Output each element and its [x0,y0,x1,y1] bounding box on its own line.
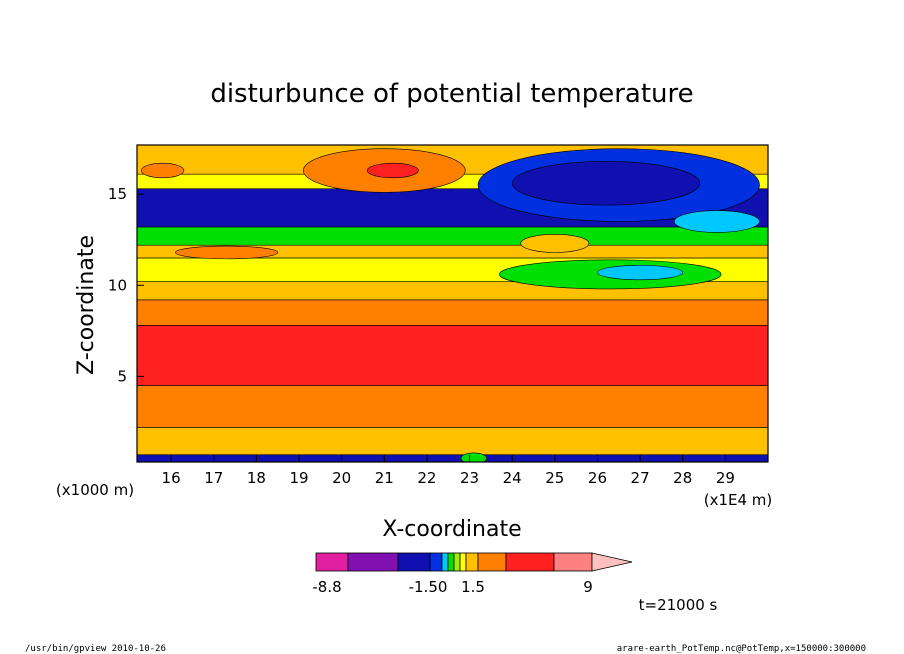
colorbar-tick-label: -8.8 [312,578,341,596]
contour-region [597,264,684,281]
x-unit-left: (x1000 m) [56,481,134,499]
x-tick-label: 28 [673,469,692,487]
contour-band [137,226,768,246]
footer-left: /usr/bin/gpview 2010-10-26 [25,644,166,654]
colorbar-swatch [429,552,443,572]
chart-title: disturbunce of potential temperature [210,79,693,109]
plot-frame [136,144,769,463]
colorbar-swatch [397,552,431,572]
x-tick-label: 16 [162,469,181,487]
contour-band [137,385,768,428]
contour-region [140,162,185,179]
contour-band [137,325,768,386]
contour-band [137,454,768,462]
x-tick-label: 27 [631,469,650,487]
colorbar-swatch [459,552,467,572]
x-tick-label: 22 [417,469,436,487]
x-unit-right: (x1E4 m) [704,491,773,509]
colorbar-swatch [447,552,455,572]
x-tick-label: 20 [332,469,351,487]
y-tick-label: 5 [117,367,127,385]
colorbar-swatch [347,552,399,572]
colorbar-tick-label: 9 [583,578,593,596]
colorbar-swatch [441,552,449,572]
x-tick-label: 25 [545,469,564,487]
x-tick-label: 18 [247,469,266,487]
footer-right: arare-earth_PotTemp.nc@PotTemp,x=150000:… [617,644,866,654]
colorbar-swatch [453,552,461,572]
contour-region [511,161,701,206]
x-axis: 16 17 18 19 20 21 22 23 24 25 26 27 28 29 [162,455,735,487]
contour-region [460,452,487,462]
x-tick-label: 21 [375,469,394,487]
contour-region [175,245,278,260]
x-tick-label: 26 [588,469,607,487]
contour-region [366,162,419,179]
y-tick-label: 15 [108,185,127,203]
x-axis-label: X-coordinate [382,517,521,542]
colorbar-swatch [465,552,479,572]
colorbar-swatch [477,552,507,572]
contour-region [520,233,590,253]
contour-field [137,145,768,462]
contour-band [137,299,768,326]
colorbar-swatch [553,552,593,572]
x-tick-label: 24 [503,469,522,487]
colorbar-swatch [505,552,555,572]
time-annotation: t=21000 s [639,596,718,614]
colorbar-extension [591,552,633,572]
x-tick-label: 19 [289,469,308,487]
colorbar-tick-label: 1.5 [461,578,485,596]
y-axis: 5 10 15 [108,185,144,385]
colorbar-tick-label: -1.50 [409,578,448,596]
contour-region [673,210,760,233]
y-axis-label: Z-coordinate [74,235,99,375]
colorbar [315,552,633,572]
y-tick-label: 10 [108,276,127,294]
x-tick-label: 17 [204,469,223,487]
x-tick-label: 29 [716,469,735,487]
x-tick-label: 23 [460,469,479,487]
contour-band [137,427,768,456]
colorbar-swatch [315,552,349,572]
